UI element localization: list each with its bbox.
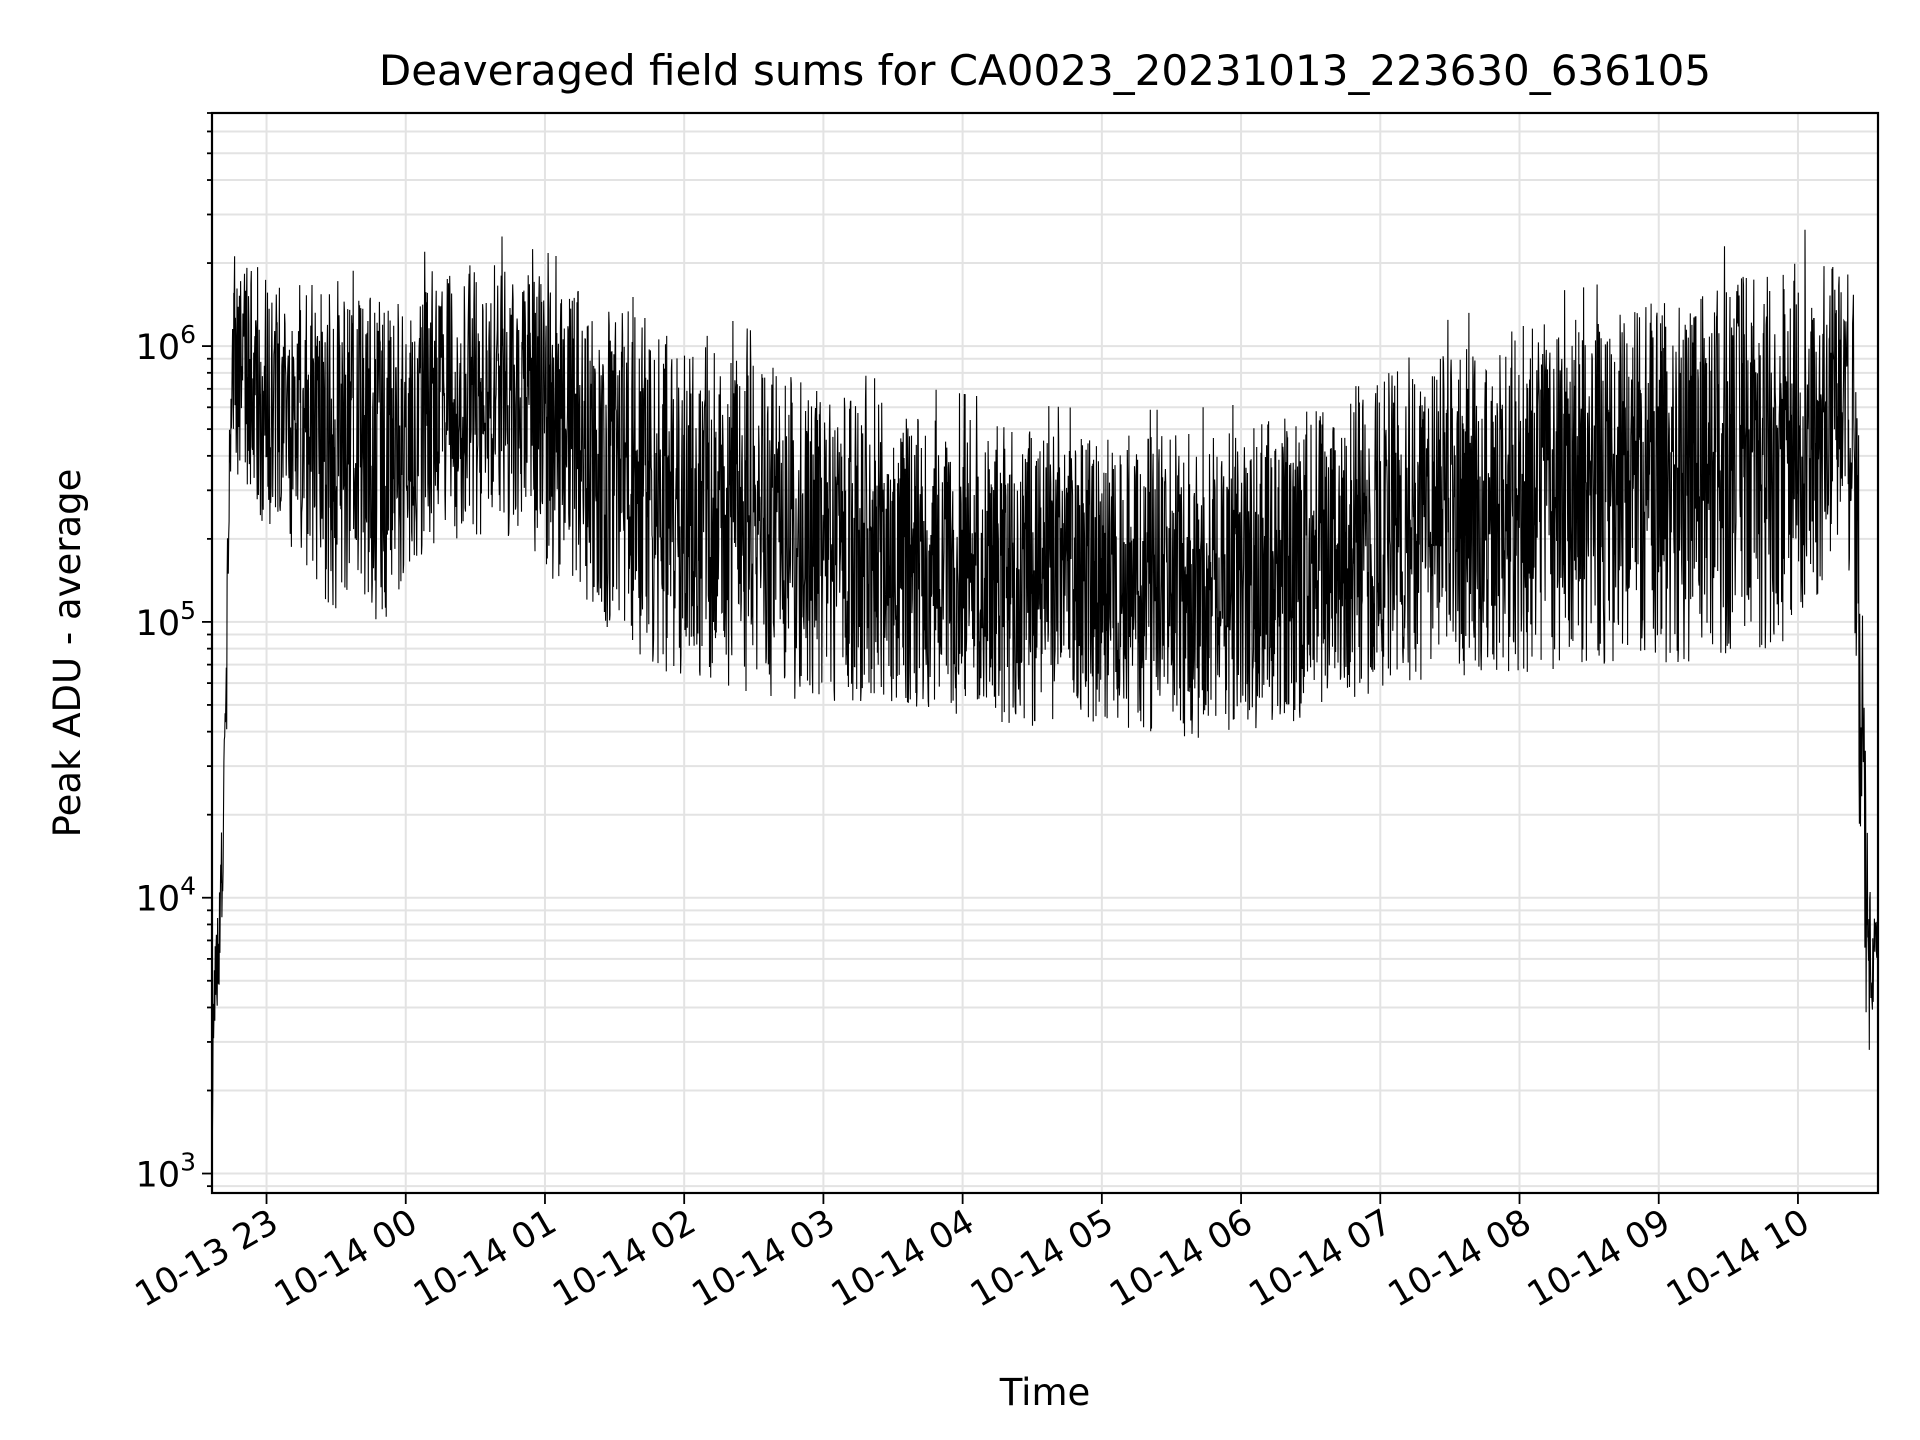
y-axis-label: Peak ADU - average (46, 469, 89, 838)
series-area (211, 229, 1879, 1138)
y-axis: 103 104 105 106 (136, 112, 212, 1196)
plot-frame (210, 111, 1880, 1195)
y-tick-label: 106 (136, 320, 196, 368)
y-tick-label: 105 (136, 596, 196, 644)
y-tick-label: 104 (136, 872, 196, 920)
series-line (211, 229, 1879, 1138)
x-axis-label: Time (999, 1371, 1091, 1414)
y-tick-label: 103 (136, 1148, 196, 1196)
chart-title: Deaveraged field sums for CA0023_2023101… (379, 46, 1711, 95)
